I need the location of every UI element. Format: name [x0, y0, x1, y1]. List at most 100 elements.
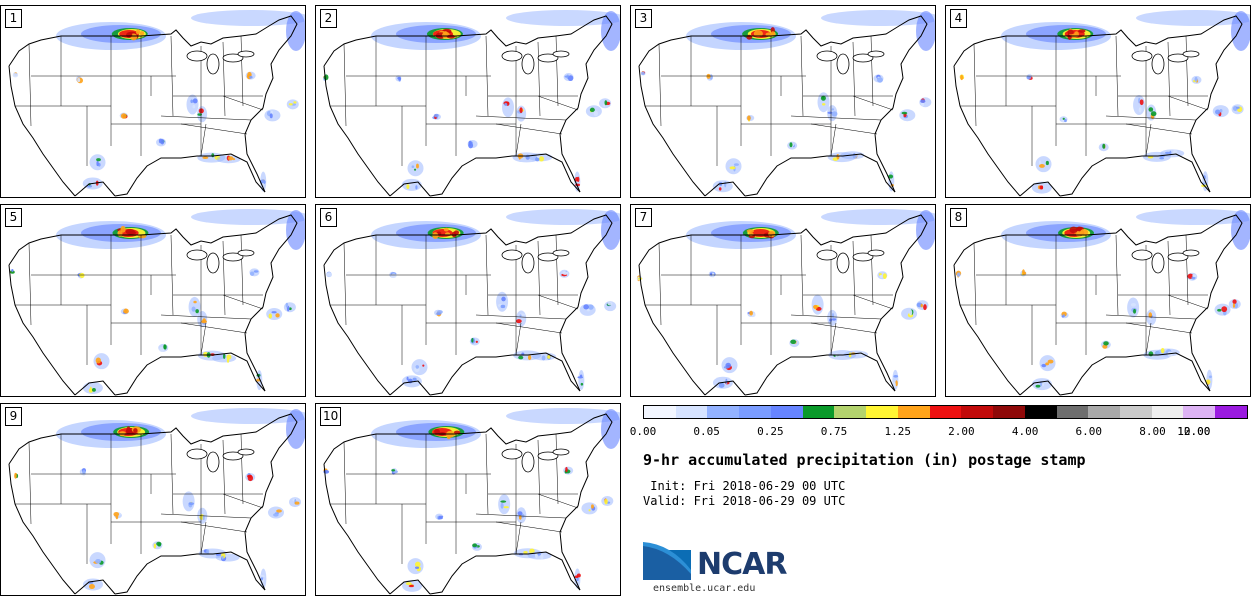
precip-area — [789, 142, 793, 148]
precip-area — [888, 174, 894, 179]
precip-area — [820, 95, 826, 101]
precip-area — [575, 176, 579, 182]
precip-area — [408, 584, 415, 588]
us-map — [8, 209, 305, 396]
precip-area — [733, 163, 739, 166]
colorbar-tick-label: 6.00 — [1075, 425, 1103, 438]
great-lake — [521, 451, 535, 473]
coastline — [8, 65, 76, 197]
precip-area — [451, 231, 457, 238]
precip-area — [547, 355, 551, 359]
us-map — [953, 209, 1250, 396]
precip-area — [269, 113, 273, 119]
coastline — [704, 181, 746, 197]
precip-area — [468, 140, 472, 146]
colorbar-swatch — [1056, 406, 1089, 418]
precip-area — [192, 104, 196, 109]
colorbar-swatch — [1120, 406, 1152, 418]
great-lake — [552, 448, 570, 456]
member-number-label: 6 — [320, 208, 337, 227]
state-border — [28, 242, 32, 326]
coastline — [1019, 380, 1061, 396]
precip-area — [412, 377, 417, 382]
precip-area — [831, 318, 837, 321]
precip-area — [831, 111, 838, 117]
precip-area — [516, 105, 527, 122]
precip-area — [534, 552, 538, 558]
colorbar-tick-label: 12.00 — [1177, 425, 1211, 438]
precip-area — [133, 428, 138, 434]
precip-area — [294, 501, 300, 505]
precip-area — [1194, 76, 1198, 82]
state-border — [852, 294, 894, 310]
coastline — [429, 153, 581, 197]
precip-area — [498, 494, 511, 515]
precip-area — [1192, 274, 1197, 278]
colorbar-tick-label: 0.25 — [757, 425, 784, 438]
colorbar-swatch — [897, 406, 930, 418]
state-border — [222, 439, 226, 515]
state-border — [240, 433, 244, 505]
map-panel: 10 — [315, 403, 621, 596]
precip-area — [580, 382, 584, 386]
great-lake — [186, 448, 208, 460]
precip-area — [574, 171, 581, 192]
us-map — [636, 209, 935, 396]
precip-area — [259, 574, 265, 578]
great-lake — [852, 252, 874, 262]
precip-area — [401, 178, 422, 191]
precip-area — [286, 11, 305, 51]
precip-area — [601, 409, 620, 449]
state-border — [222, 240, 226, 316]
state-border — [475, 314, 567, 320]
precip-area — [10, 270, 15, 274]
member-number-label: 8 — [950, 208, 967, 227]
precip-area — [1206, 369, 1213, 390]
precip-area — [1191, 276, 1196, 280]
precip-area — [188, 502, 195, 506]
great-lake — [206, 53, 220, 75]
precip-area — [1042, 382, 1045, 387]
precip-area — [443, 31, 448, 37]
precip-area — [202, 318, 206, 323]
state-border — [200, 123, 207, 157]
precip-area — [1102, 344, 1108, 349]
state-border — [1105, 314, 1197, 320]
state-border — [1167, 240, 1171, 316]
precip-area — [195, 309, 199, 314]
precip-area — [827, 309, 838, 326]
state-border — [1167, 294, 1209, 310]
precip-area — [475, 340, 478, 343]
precip-area — [604, 100, 608, 106]
precip-area — [211, 153, 215, 158]
precip-area — [153, 543, 157, 549]
great-lake — [186, 50, 208, 62]
precip-area — [82, 381, 103, 394]
precip-area — [422, 364, 425, 367]
state-border — [537, 294, 579, 310]
precip-area — [518, 514, 522, 520]
precip-area — [191, 306, 196, 312]
precip-area — [197, 113, 202, 116]
precip-area — [186, 94, 199, 115]
precip-area — [432, 232, 439, 239]
state-border — [1125, 123, 1193, 135]
great-lake — [222, 451, 244, 461]
precip-area — [96, 158, 101, 162]
precip-area — [749, 310, 753, 316]
colorbar-swatch — [993, 406, 1025, 418]
precip-area — [1234, 302, 1238, 309]
state-border — [515, 322, 522, 356]
precip-area — [1148, 351, 1154, 357]
precip-area — [182, 491, 195, 512]
precip-area — [12, 73, 19, 78]
precip-area — [276, 509, 282, 513]
state-border — [1185, 234, 1189, 306]
great-lake — [206, 252, 220, 274]
precip-area — [593, 110, 598, 117]
precip-area — [1041, 363, 1047, 368]
precip-area — [831, 313, 835, 318]
state-border — [1167, 95, 1209, 111]
precip-area — [443, 227, 449, 232]
precip-area — [436, 312, 441, 316]
